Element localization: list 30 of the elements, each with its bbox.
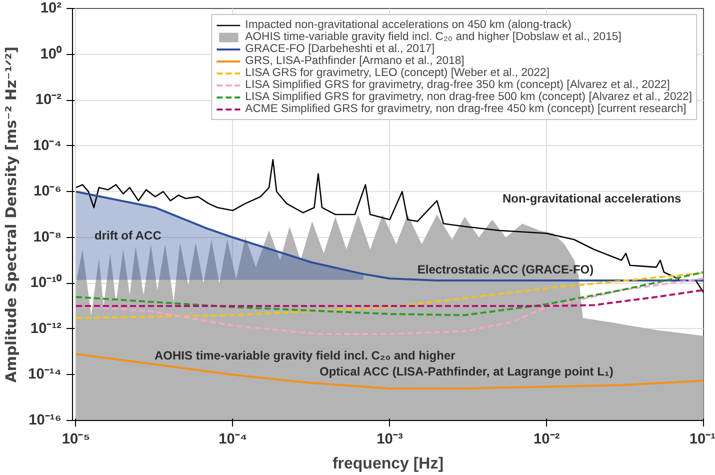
y-tick-label: 10⁻¹⁰: [30, 274, 62, 292]
legend-label: LISA Simplified GRS for gravimetry, non drag-free 500 km (concept) [Alvarez et al., 2022]: [245, 91, 692, 103]
x-tick-label: 10⁻¹: [689, 432, 715, 448]
y-tick-label: 10²: [40, 0, 62, 16]
x-tick-label: 10⁻⁵: [62, 432, 90, 448]
x-tick-label: 10⁻⁴: [218, 432, 248, 448]
y-tick-label: 10⁻²: [35, 92, 62, 108]
x-axis-title: frequency [Hz]: [332, 456, 444, 472]
annotation: Non-gravitational accelerations: [502, 192, 682, 206]
x-tick-label: 10⁻²: [534, 432, 560, 448]
y-tick-label: 10⁰: [40, 45, 62, 62]
annotation: AOHIS time-variable gravity field incl. C₂₀ and higher: [154, 348, 456, 362]
y-axis-title: Amplitude Spectral Density [ms⁻² Hz⁻¹ᐟ²]: [3, 46, 20, 383]
y-tick-label: 10⁻¹²: [30, 320, 62, 337]
annotation: Optical ACC (LISA-Pathfinder, at Lagrange point L₁): [320, 364, 614, 378]
annotation: Electrostatic ACC (GRACE-FO): [417, 262, 594, 276]
legend-label: Impacted non-gravitational accelerations on 450 km (along-track): [245, 19, 572, 31]
y-tick-label: 10⁻⁴: [32, 138, 62, 154]
x-tick-label: 10⁻³: [376, 432, 403, 448]
legend-label: AOHIS time-variable gravity field incl. C₂₀ and higher [Dobslaw et al., 2015]: [245, 31, 622, 43]
y-tick-label: 10⁻⁶: [33, 184, 62, 200]
y-tick-label: 10⁻⁸: [33, 229, 62, 246]
y-tick-label: 10⁻¹⁶: [28, 412, 62, 428]
legend-label: GRS, LISA-Pathfinder [Armano et al., 2018]: [245, 55, 464, 67]
y-tick-label: 10⁻¹⁴: [28, 366, 62, 383]
legend-label: GRACE-FO [Darbeheshti et al., 2017]: [245, 43, 435, 55]
legend-label: LISA Simplified GRS for gravimetry, drag-free 350 km (concept) [Alvarez et al., 2022]: [245, 79, 670, 91]
annotation: drift of ACC: [94, 228, 162, 242]
legend-label: ACME Simplified GRS for gravimetry, non drag-free 450 km (concept) [current research]: [245, 103, 686, 115]
legend-label: LISA GRS for gravimetry, LEO (concept) [Weber et al., 2022]: [245, 67, 550, 79]
